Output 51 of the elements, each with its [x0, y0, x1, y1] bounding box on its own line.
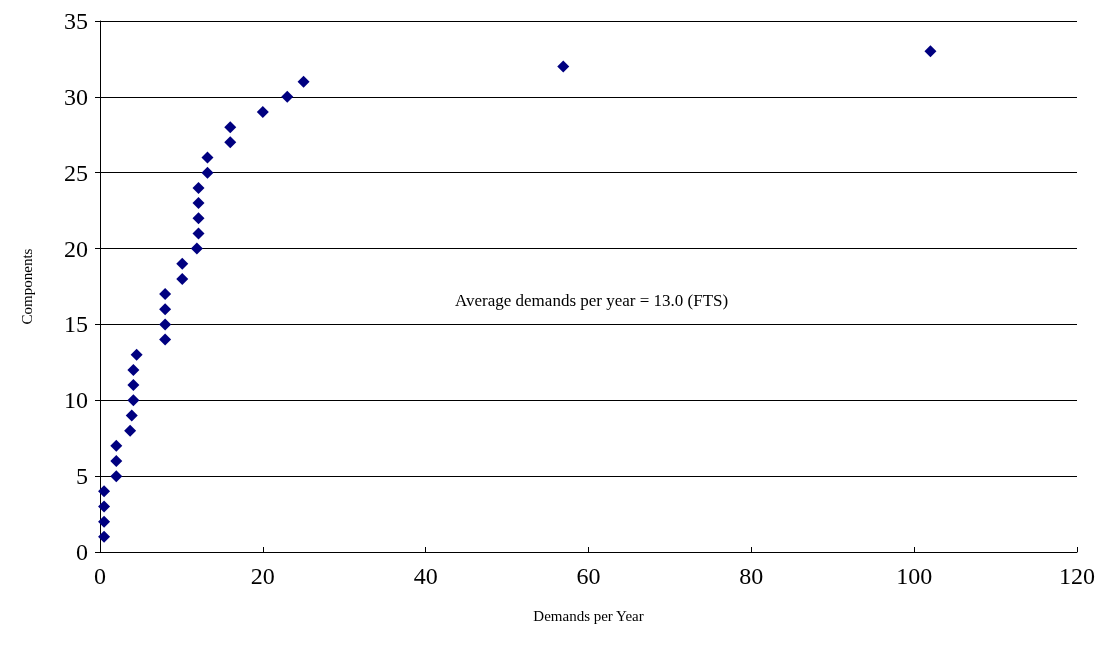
y-tick-label: 35 [64, 8, 88, 34]
point [127, 363, 140, 376]
point [192, 181, 205, 194]
point [159, 333, 172, 346]
point [201, 151, 214, 164]
point [201, 166, 214, 179]
y-tick-label: 0 [76, 539, 88, 565]
x-tick-label: 100 [896, 563, 933, 589]
annotation: Average demands per year = 13.0 (FTS) [455, 291, 729, 310]
point [98, 515, 111, 528]
x-tick-label: 120 [1059, 563, 1095, 589]
y-tick-label: 25 [64, 159, 88, 186]
point [281, 90, 294, 103]
point [297, 75, 310, 88]
point [176, 272, 189, 285]
y-tick-label: 20 [64, 235, 88, 262]
point [192, 197, 205, 210]
point [98, 485, 111, 498]
point [98, 500, 111, 513]
point [924, 45, 937, 58]
point [192, 227, 205, 240]
point [130, 348, 143, 361]
point [176, 257, 189, 270]
x-axis-title: Demands per Year [533, 607, 644, 624]
y-tick-label: 15 [64, 311, 88, 338]
point [98, 530, 111, 543]
point [110, 470, 123, 483]
point [159, 288, 172, 301]
point [110, 454, 123, 467]
point [224, 136, 237, 149]
x-tick-label: 40 [413, 563, 438, 589]
point [159, 303, 172, 316]
point [127, 379, 140, 392]
x-tick-label: 60 [576, 563, 601, 589]
point [256, 106, 269, 119]
point [127, 394, 140, 407]
y-tick-label: 5 [76, 463, 88, 490]
x-tick-label: 0 [94, 563, 106, 589]
y-tick-label: 30 [64, 83, 88, 110]
y-axis-title: Components [18, 248, 35, 325]
y-tick-label: 10 [64, 387, 88, 414]
point [190, 242, 203, 255]
point [224, 121, 237, 134]
point [557, 60, 570, 73]
x-tick-label: 20 [250, 563, 275, 589]
point [125, 409, 138, 422]
point [192, 212, 205, 225]
x-tick-label: 80 [739, 563, 764, 589]
point [159, 318, 172, 331]
point [110, 439, 123, 452]
point [124, 424, 137, 437]
